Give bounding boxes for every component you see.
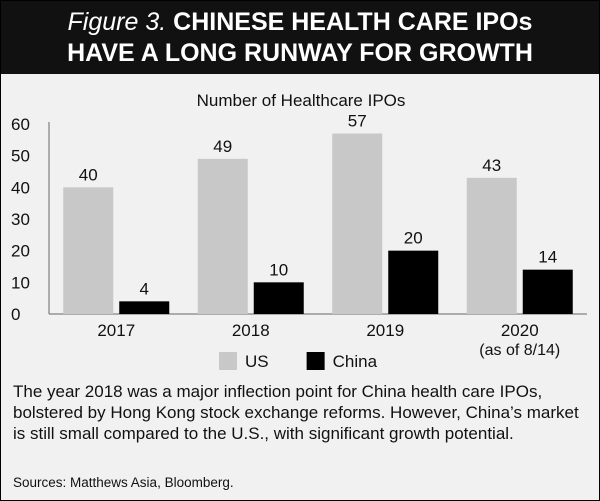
x-tick-label: 2020	[501, 321, 539, 340]
legend-label-us: US	[245, 352, 269, 371]
x-tick-sublabel: (as of 8/14)	[479, 342, 560, 359]
bar-china-2019	[388, 250, 439, 314]
y-tick-label: 10	[11, 273, 30, 292]
title-banner: Figure 3. CHINESE HEALTH CARE IPOs HAVE …	[1, 1, 599, 74]
y-tick-label: 30	[11, 210, 30, 229]
y-tick-label: 60	[11, 115, 30, 134]
bar-china-2017	[119, 301, 170, 314]
data-label: 49	[213, 137, 232, 156]
y-tick-label: 50	[11, 147, 30, 166]
x-tick-label: 2018	[232, 321, 270, 340]
bar-us-2018	[197, 158, 248, 314]
bar-china-2018	[253, 282, 304, 314]
data-label: 14	[538, 248, 557, 267]
legend-label-china: China	[333, 352, 378, 371]
figure-label: Figure 3.	[67, 8, 167, 36]
bar-us-2020	[466, 177, 517, 314]
bar-us-2017	[63, 187, 114, 314]
x-tick-label: 2019	[366, 321, 404, 340]
y-tick-label: 0	[11, 305, 20, 324]
chart-title: Number of Healthcare IPOs	[197, 91, 406, 110]
figure-title-line-2: HAVE A LONG RUNWAY FOR GROWTH	[67, 39, 533, 67]
bar-us-2019	[332, 133, 383, 314]
data-label: 40	[79, 165, 98, 184]
bar-chart: Number of Healthcare IPOs 0 10 20 30 40 50 60 4…	[11, 91, 587, 371]
bar-china-2020	[522, 269, 573, 314]
title-text-1: CHINESE HEALTH CARE IPOs	[173, 8, 533, 36]
data-label: 43	[482, 156, 501, 175]
data-label: 57	[348, 112, 367, 131]
data-label: 20	[404, 229, 423, 248]
sources-note: Sources: Matthews Asia, Bloomberg.	[13, 475, 234, 490]
data-label: 4	[140, 279, 149, 298]
y-tick-label: 20	[11, 242, 30, 261]
legend-swatch-us	[219, 352, 237, 370]
figure-title-line-1: Figure 3. CHINESE HEALTH CARE IPOs	[1, 7, 599, 37]
data-label: 10	[269, 260, 288, 279]
x-tick-label: 2017	[97, 321, 135, 340]
chart-area: Number of Healthcare IPOs 0 10 20 30 40 50 60 4…	[1, 74, 599, 379]
legend-swatch-china	[306, 352, 325, 370]
caption-text: The year 2018 was a major inflection poi…	[13, 382, 579, 443]
y-tick-label: 40	[11, 178, 30, 197]
